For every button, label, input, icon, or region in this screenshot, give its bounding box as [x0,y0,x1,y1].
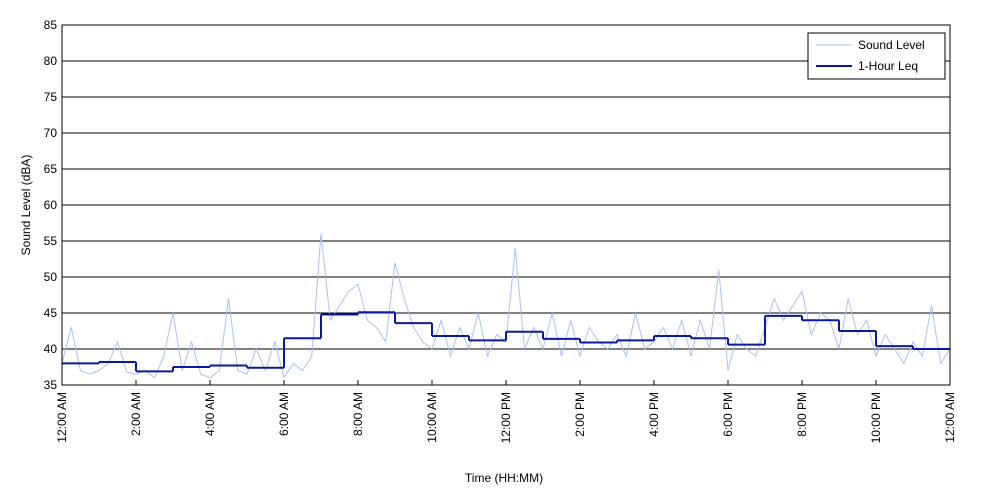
x-tick-label: 10:00 AM [425,392,439,443]
x-tick-label: 10:00 PM [869,392,883,443]
y-tick-label: 50 [44,270,58,284]
x-tick-label: 6:00 AM [277,392,291,436]
plot-frame [61,24,951,386]
y-tick-label: 35 [44,378,58,392]
x-tick-label: 12:00 AM [55,392,69,443]
y-tick-label: 60 [44,198,58,212]
x-tick-label: 12:00 PM [499,392,513,443]
legend-box [807,32,946,80]
x-axis-label: Time (HH:MM) [465,471,543,485]
y-tick-label: 55 [44,234,58,248]
sound-line [61,233,951,380]
y-tick-label: 85 [44,18,58,32]
y-tick-label: 40 [44,342,58,356]
x-tick-label: 12:00 AM [943,392,957,443]
x-tick-label: 4:00 PM [647,392,661,437]
x-tick-label: 6:00 PM [721,392,735,437]
y-tick-label: 45 [44,306,58,320]
y-tick-label: 75 [44,90,58,104]
x-tick-label: 8:00 PM [795,392,809,437]
x-tick-label: 8:00 AM [351,392,365,436]
y-tick-label: 65 [44,162,58,176]
y-tick-label: 80 [44,54,58,68]
legend-label: 1-Hour Leq [858,59,918,73]
x-tick-label: 2:00 AM [129,392,143,436]
x-tick-label: 2:00 PM [573,392,587,437]
x-tick-label: 4:00 AM [203,392,217,436]
y-axis-label: Sound Level (dBA) [19,155,33,256]
legend-label: Sound Level [858,38,925,52]
y-tick-label: 70 [44,126,58,140]
